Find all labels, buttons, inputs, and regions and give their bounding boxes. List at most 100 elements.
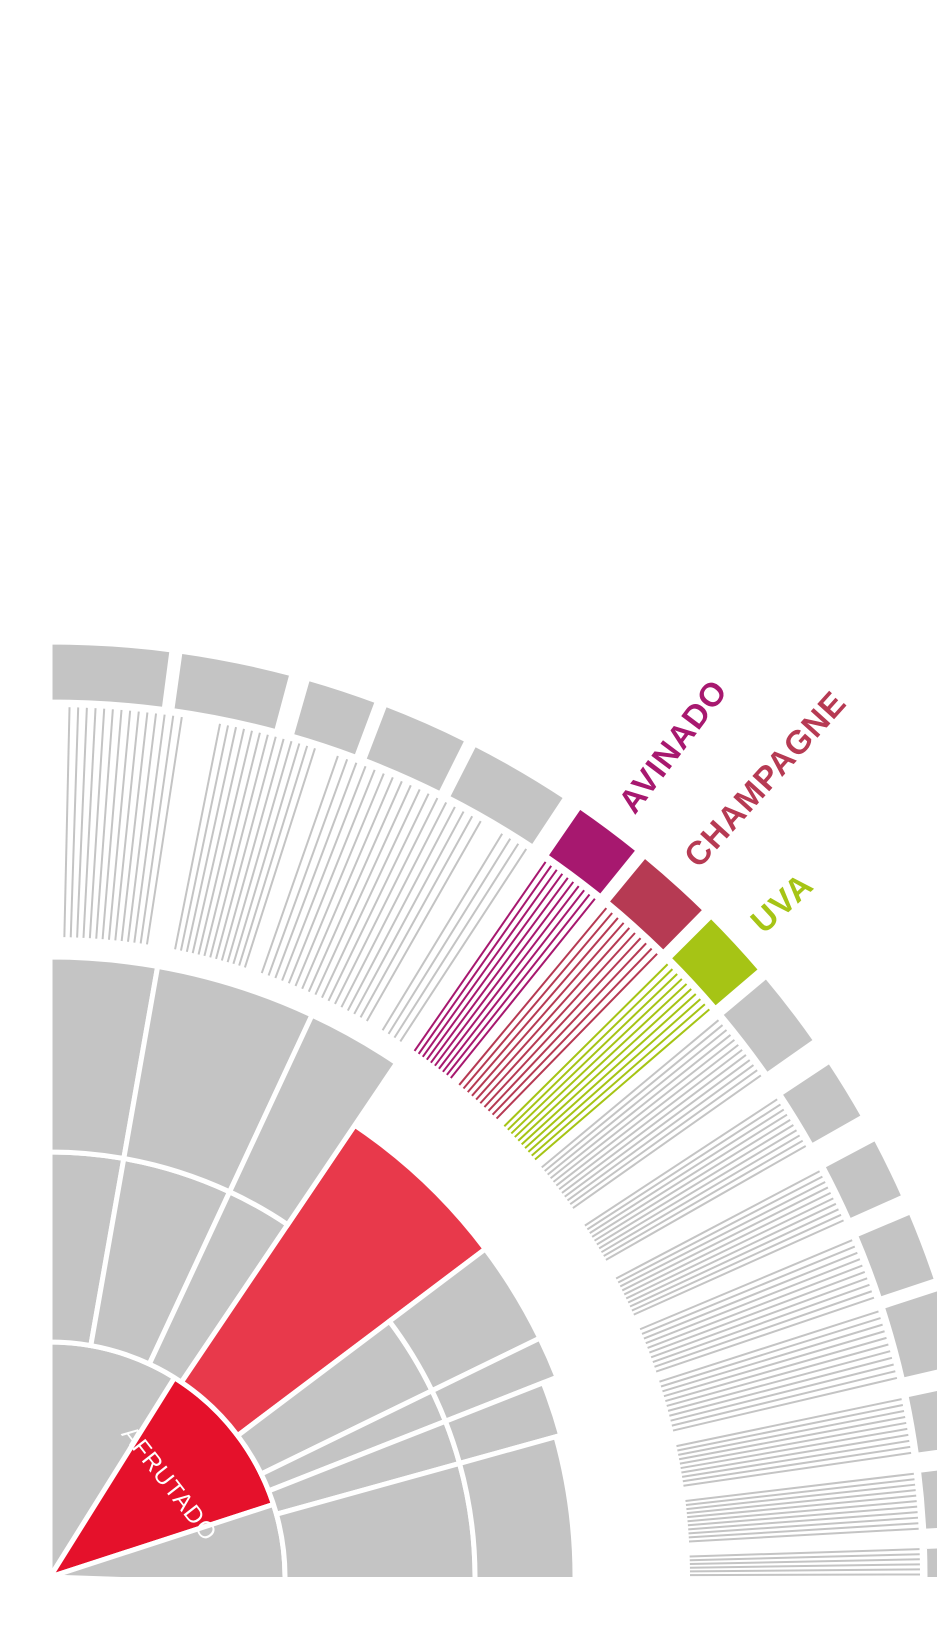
- spoke-line: [321, 789, 421, 999]
- spoke-line: [63, 707, 71, 938]
- spoke-line: [434, 881, 575, 1067]
- aroma-box: [776, 1057, 868, 1150]
- spoke-line: [365, 820, 482, 1022]
- spoke-line: [281, 765, 367, 981]
- spoke-line: [665, 1336, 887, 1403]
- spoke-line: [677, 1404, 904, 1452]
- spoke-line: [215, 736, 277, 960]
- spoke-line: [600, 1134, 801, 1254]
- spoke-line: [676, 1398, 902, 1448]
- spoke-line: [686, 1483, 916, 1511]
- aroma-box: [879, 1286, 937, 1384]
- spoke-line: [527, 998, 701, 1153]
- spoke-line: [598, 1129, 798, 1250]
- subfamily-outer-segment: [456, 1433, 578, 1577]
- spoke-group: [381, 833, 528, 1042]
- spoke-line: [690, 1586, 920, 1589]
- spoke-group: [541, 1019, 762, 1209]
- highlight-label-avinado: AVINADO: [611, 672, 735, 819]
- spoke-line: [569, 1069, 758, 1206]
- spoke-line: [510, 973, 678, 1135]
- spoke-line: [260, 755, 339, 974]
- spoke-line: [663, 1330, 885, 1398]
- spoke-line: [346, 806, 456, 1011]
- spoke-line: [683, 1451, 912, 1487]
- spoke-line: [327, 793, 430, 1002]
- spoke-line: [688, 1522, 919, 1539]
- spoke-line: [226, 740, 293, 963]
- spoke-line: [572, 1074, 762, 1209]
- aroma-box: [852, 1208, 937, 1303]
- spoke-line: [393, 843, 520, 1039]
- spoke-line: [145, 716, 183, 945]
- spoke-line: [438, 885, 580, 1070]
- spoke-line: [82, 708, 97, 938]
- spoke-line: [633, 1219, 844, 1316]
- spoke-line: [654, 1290, 873, 1368]
- spoke-line: [479, 932, 636, 1104]
- spoke-line: [687, 1505, 918, 1527]
- spoke-line: [621, 1186, 829, 1292]
- spoke-line: [690, 1583, 920, 1585]
- spoke-line: [655, 1296, 875, 1373]
- spoke-line: [467, 917, 619, 1093]
- spoke-line: [672, 1376, 898, 1432]
- spoke-line: [662, 1323, 883, 1393]
- spoke-line: [274, 762, 358, 979]
- spoke-group: [260, 755, 482, 1022]
- spoke-line: [561, 1054, 747, 1194]
- spoke-line: [220, 738, 285, 961]
- spoke-line: [558, 1049, 743, 1191]
- spoke-line: [544, 1024, 724, 1172]
- spoke-line: [450, 898, 596, 1079]
- spoke-line: [652, 1283, 870, 1363]
- spoke-line: [238, 745, 309, 966]
- spoke-line: [605, 1145, 807, 1261]
- spoke-line: [678, 1410, 905, 1456]
- spoke-line: [340, 801, 448, 1008]
- spoke-group: [615, 1170, 844, 1316]
- spoke-line: [120, 712, 149, 942]
- wheel-segments: [50, 639, 937, 1589]
- spoke-line: [541, 1019, 720, 1169]
- spoke-line: [462, 912, 613, 1090]
- spoke-line: [531, 1003, 706, 1157]
- spoke-line: [243, 748, 316, 968]
- aroma-box-champagne: [603, 852, 709, 957]
- spoke-line: [690, 1579, 920, 1580]
- spoke-line: [495, 953, 658, 1120]
- subfamily-outer-segment: [226, 1011, 401, 1229]
- spoke-line: [659, 1310, 879, 1383]
- spoke-line: [689, 1568, 920, 1573]
- spoke-line: [689, 1558, 920, 1565]
- spoke-line: [617, 1175, 823, 1284]
- spoke-line: [399, 848, 528, 1042]
- spoke-line: [686, 1489, 916, 1515]
- spoke-line: [267, 758, 349, 976]
- spoke-line: [426, 873, 564, 1061]
- spoke-line: [627, 1202, 837, 1304]
- spoke-line: [69, 707, 80, 938]
- spoke-line: [645, 1258, 861, 1345]
- spoke-line: [586, 1103, 782, 1231]
- spoke-line: [680, 1427, 908, 1470]
- spoke-line: [514, 978, 683, 1138]
- spoke-line: [88, 708, 106, 939]
- spoke-line: [666, 1343, 889, 1407]
- spoke-line: [619, 1181, 826, 1288]
- aroma-box: [443, 740, 570, 851]
- spoke-line: [301, 776, 394, 990]
- spoke-line: [552, 1039, 736, 1183]
- spoke-line: [596, 1124, 794, 1246]
- aroma-box: [360, 700, 471, 798]
- spoke-line: [524, 993, 697, 1149]
- spoke-line: [471, 922, 625, 1097]
- spoke-group-uva: [503, 963, 710, 1161]
- spoke-line: [615, 1170, 821, 1280]
- spoke-line: [95, 709, 114, 939]
- spoke-line: [681, 1439, 910, 1478]
- spoke-line: [660, 1317, 881, 1388]
- spoke-line: [107, 710, 132, 940]
- spoke-line: [294, 773, 385, 987]
- spoke-group-champagne: [458, 907, 658, 1120]
